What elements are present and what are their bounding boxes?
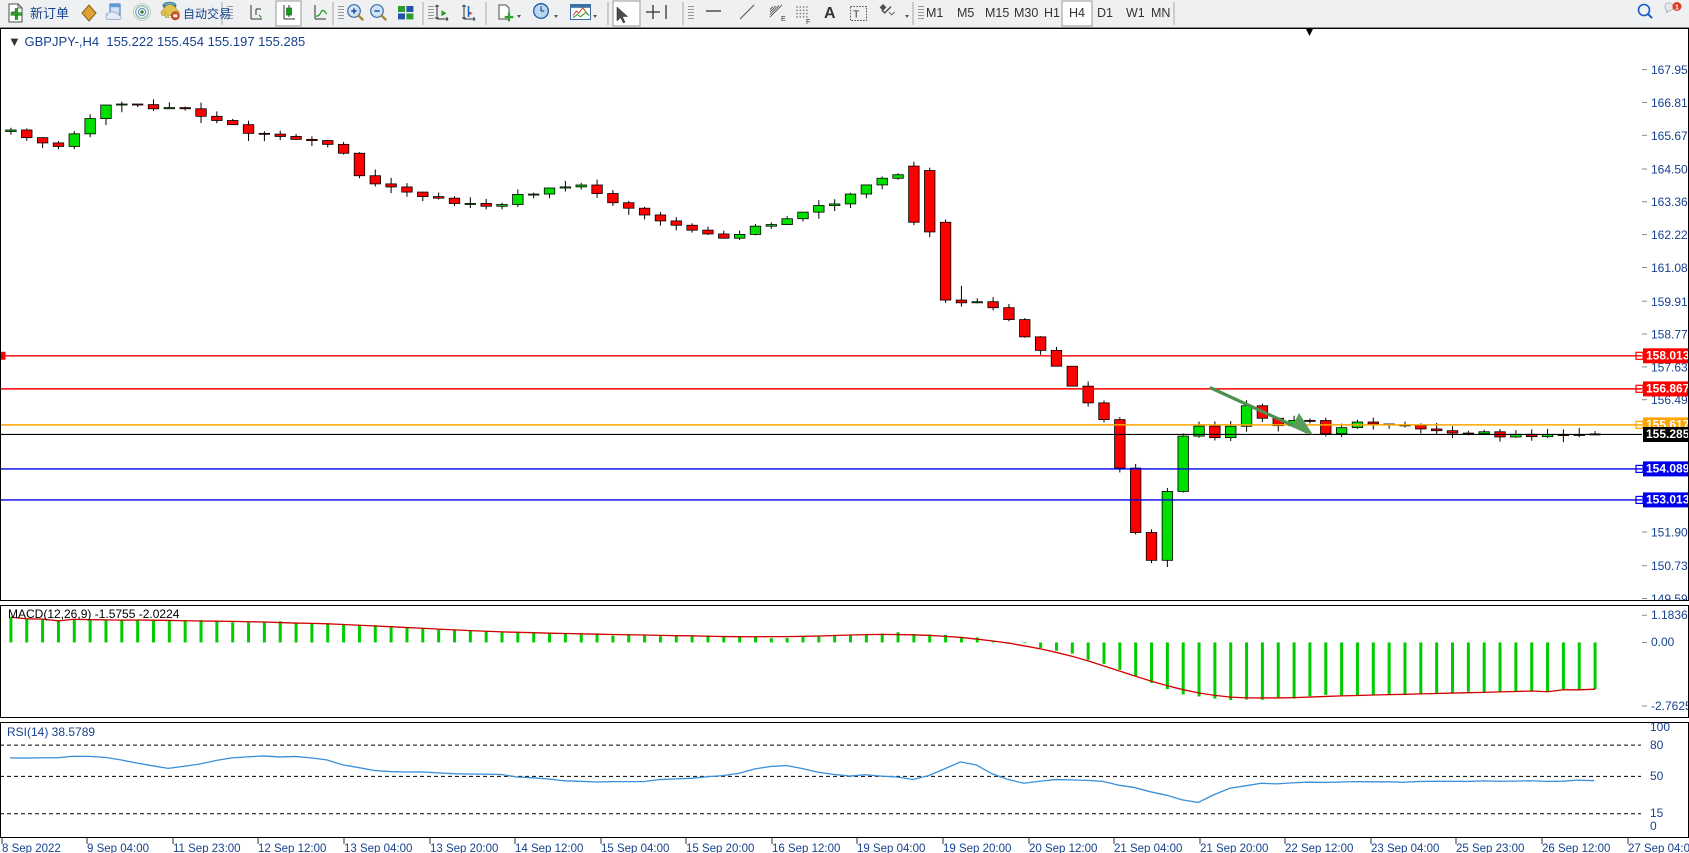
svg-text:100: 100 [1650,722,1670,734]
svg-text:151.900: 151.900 [1651,526,1689,540]
svg-text:158.770: 158.770 [1651,328,1689,342]
svg-text:12 Sep 12:00: 12 Sep 12:00 [258,843,326,853]
svg-text:-2.7625: -2.7625 [1651,699,1689,713]
svg-text:D1: D1 [1097,6,1113,20]
svg-text:新订单: 新订单 [30,6,69,21]
svg-text:1: 1 [1675,4,1679,11]
svg-text:13 Sep 20:00: 13 Sep 20:00 [430,843,498,853]
svg-text:150.730: 150.730 [1651,559,1689,573]
svg-text:19 Sep 20:00: 19 Sep 20:00 [943,843,1011,853]
svg-text:153.013: 153.013 [1646,493,1689,507]
svg-text:161.080: 161.080 [1651,261,1689,275]
svg-text:23 Sep 04:00: 23 Sep 04:00 [1371,843,1439,853]
svg-text:15 Sep 04:00: 15 Sep 04:00 [601,843,669,853]
svg-text:149.590: 149.590 [1651,592,1689,601]
svg-text:16 Sep 12:00: 16 Sep 12:00 [772,843,840,853]
svg-text:14 Sep 12:00: 14 Sep 12:00 [515,843,583,853]
svg-text:155.285: 155.285 [1646,427,1689,441]
svg-text:1.1836: 1.1836 [1651,608,1688,622]
svg-text:自动交易: 自动交易 [183,6,231,21]
svg-text:13 Sep 04:00: 13 Sep 04:00 [344,843,412,853]
svg-text:26 Sep 12:00: 26 Sep 12:00 [1542,843,1610,853]
svg-text:MACD(12,26,9) -1.5755 -2.0224: MACD(12,26,9) -1.5755 -2.0224 [8,607,180,621]
svg-text:80: 80 [1650,738,1664,752]
svg-text:M5: M5 [957,6,974,20]
svg-text:15 Sep 20:00: 15 Sep 20:00 [686,843,754,853]
svg-text:M1: M1 [926,6,943,20]
svg-text:50: 50 [1650,769,1664,783]
svg-text:154.089: 154.089 [1646,462,1689,476]
svg-text:W1: W1 [1126,6,1145,20]
svg-text:19 Sep 04:00: 19 Sep 04:00 [857,843,925,853]
svg-text:156.867: 156.867 [1646,382,1689,396]
svg-text:158.013: 158.013 [1646,349,1689,363]
svg-text:159.910: 159.910 [1651,295,1689,309]
svg-text:8 Sep 2022: 8 Sep 2022 [2,843,61,853]
svg-text:25 Sep 23:00: 25 Sep 23:00 [1456,843,1524,853]
svg-text:162.220: 162.220 [1651,228,1689,242]
svg-text:22 Sep 12:00: 22 Sep 12:00 [1285,843,1353,853]
svg-text:11 Sep 23:00: 11 Sep 23:00 [173,843,241,853]
svg-text:15: 15 [1650,806,1664,820]
svg-text:H4: H4 [1069,6,1085,20]
svg-text:MN: MN [1151,6,1170,20]
svg-text:163.360: 163.360 [1651,195,1689,209]
svg-text:21 Sep 20:00: 21 Sep 20:00 [1200,843,1268,853]
svg-text:RSI(14) 38.5789: RSI(14) 38.5789 [7,725,95,739]
svg-text:A: A [824,5,836,22]
svg-text:164.500: 164.500 [1651,163,1689,177]
svg-text:T: T [853,9,860,21]
svg-text:F: F [806,19,810,26]
svg-text:165.670: 165.670 [1651,129,1689,143]
svg-text:167.950: 167.950 [1651,63,1689,77]
svg-text:H1: H1 [1044,6,1060,20]
svg-text:M30: M30 [1014,6,1038,20]
svg-text:21 Sep 04:00: 21 Sep 04:00 [1114,843,1182,853]
svg-text:9 Sep 04:00: 9 Sep 04:00 [87,843,149,853]
svg-text:0: 0 [1650,819,1657,833]
svg-text:M15: M15 [985,6,1009,20]
svg-text:166.810: 166.810 [1651,96,1689,110]
svg-text:0.00: 0.00 [1651,635,1675,649]
svg-text:E: E [781,16,786,23]
svg-text:27 Sep 04:00: 27 Sep 04:00 [1628,843,1689,853]
svg-text:20 Sep 12:00: 20 Sep 12:00 [1029,843,1097,853]
